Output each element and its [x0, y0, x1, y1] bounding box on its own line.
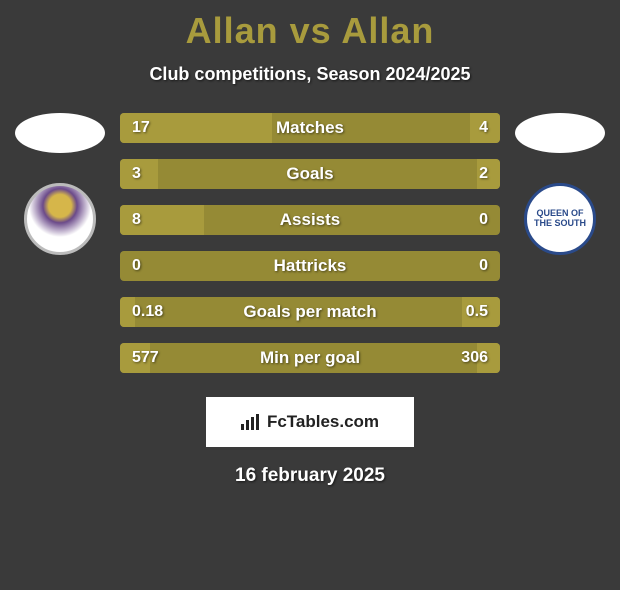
stat-label: Matches — [276, 118, 344, 138]
stat-value-left: 3 — [132, 165, 141, 183]
stat-value-left: 0.18 — [132, 303, 163, 321]
stat-label: Hattricks — [274, 256, 347, 276]
stat-row: 3 Goals 2 — [120, 159, 500, 189]
stat-row: 8 Assists 0 — [120, 205, 500, 235]
comparison-content: 17 Matches 4 3 Goals 2 8 Assists 0 0 Hattricks 0 0.1… — [0, 113, 620, 373]
stat-value-right: 0 — [479, 211, 488, 229]
stat-value-right: 0.5 — [466, 303, 488, 321]
stat-value-left: 8 — [132, 211, 141, 229]
stat-value-right: 2 — [479, 165, 488, 183]
right-player-column: QUEEN OF THE SOUTH — [500, 113, 620, 255]
club-logo-left — [24, 183, 96, 255]
stat-label: Min per goal — [260, 348, 360, 368]
subtitle: Club competitions, Season 2024/2025 — [0, 64, 620, 85]
player-photo-right — [515, 113, 605, 153]
left-player-column — [0, 113, 120, 255]
stat-value-right: 0 — [479, 257, 488, 275]
stat-row: 577 Min per goal 306 — [120, 343, 500, 373]
stat-value-right: 4 — [479, 119, 488, 137]
branding-box: FcTables.com — [206, 397, 414, 447]
stat-label: Assists — [280, 210, 340, 230]
date-text: 16 february 2025 — [0, 465, 620, 487]
branding-text: FcTables.com — [267, 412, 379, 432]
stat-value-right: 306 — [461, 349, 488, 367]
stat-label: Goals per match — [243, 302, 376, 322]
player-photo-left — [15, 113, 105, 153]
stat-row: 17 Matches 4 — [120, 113, 500, 143]
page-title: Allan vs Allan — [0, 10, 620, 52]
stat-label: Goals — [286, 164, 333, 184]
stat-value-left: 577 — [132, 349, 159, 367]
stat-bars: 17 Matches 4 3 Goals 2 8 Assists 0 0 Hattricks 0 0.1… — [120, 113, 500, 373]
stat-row: 0.18 Goals per match 0.5 — [120, 297, 500, 327]
club-logo-right: QUEEN OF THE SOUTH — [524, 183, 596, 255]
stat-row: 0 Hattricks 0 — [120, 251, 500, 281]
stat-value-left: 0 — [132, 257, 141, 275]
chart-icon — [241, 414, 261, 430]
stat-value-left: 17 — [132, 119, 150, 137]
